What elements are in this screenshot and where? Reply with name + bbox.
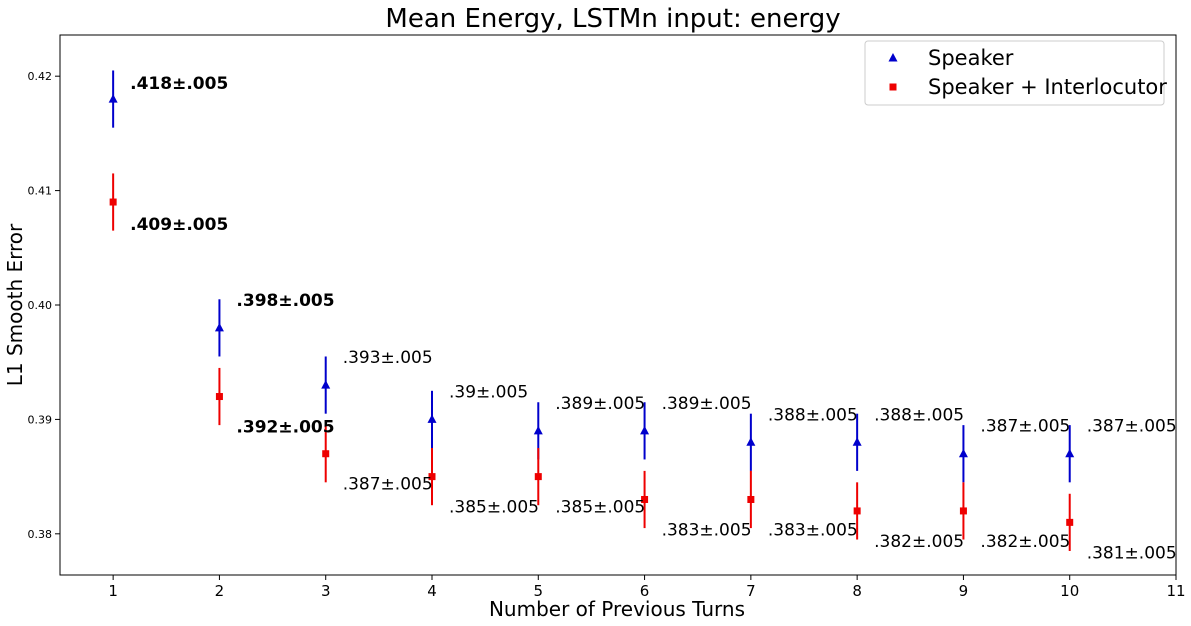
data-point: [640, 425, 650, 435]
x-tick-label: 2: [215, 582, 225, 600]
y-tick-label: 0.41: [28, 185, 53, 198]
y-axis-title: L1 Smooth Error: [3, 223, 27, 386]
data-point: [428, 473, 436, 481]
data-point: [959, 507, 967, 515]
data-label: .387±.005: [343, 475, 433, 495]
x-axis: 1 2 3 4 5 6 7 8 9 10 11: [108, 575, 1186, 600]
annotations: .418±.005 .398±.005 .393±.005 .39±.005 .389±…: [130, 74, 1177, 563]
data-point: [427, 414, 437, 423]
plot-area: [59, 34, 1177, 576]
data-point: [747, 495, 755, 503]
data-point: [322, 450, 330, 458]
legend-box: [864, 40, 1165, 106]
data-label: .382±.005: [980, 532, 1070, 552]
data-point: [746, 437, 756, 446]
legend-marker: [888, 53, 898, 62]
data-label: .398±.005: [236, 291, 334, 311]
x-axis-title: Number of Previous Turns: [489, 597, 745, 621]
data-point: [1065, 448, 1075, 458]
data-label: .418±.005: [130, 74, 228, 94]
data-point: [852, 437, 862, 446]
data-label: .387±.005: [980, 417, 1070, 437]
data-point: [534, 473, 542, 481]
y-tick-label: 0.39: [28, 413, 53, 426]
x-tick-label: 9: [959, 582, 969, 600]
data-label: .388±.005: [874, 405, 964, 425]
data-label: .389±.005: [555, 394, 645, 414]
legend-marker: [889, 83, 897, 91]
x-tick-label: 10: [1060, 582, 1079, 600]
data-label: .387±.005: [1087, 417, 1177, 437]
x-tick-label: 1: [108, 582, 118, 600]
data-label: .381±.005: [1087, 543, 1177, 563]
data-point: [958, 448, 968, 458]
data-label: .392±.005: [236, 418, 334, 438]
legend: Speaker Speaker + Interlocutor: [864, 40, 1167, 106]
x-tick-label: 5: [534, 582, 544, 600]
x-tick-label: 4: [427, 582, 437, 600]
data-label: .383±.005: [662, 520, 752, 540]
data-point: [108, 94, 118, 103]
data-point: [214, 322, 224, 332]
data-label: .385±.005: [555, 498, 645, 518]
data-label: .388±.005: [768, 405, 858, 425]
data-label: .393±.005: [343, 348, 433, 368]
data-point: [1066, 518, 1074, 526]
x-tick-label: 3: [321, 582, 331, 600]
data-label: .383±.005: [768, 520, 858, 540]
data-label: .409±.005: [130, 215, 228, 235]
data-label: .385±.005: [449, 498, 539, 518]
x-tick-label: 6: [640, 582, 650, 600]
x-tick-label: 8: [852, 582, 862, 600]
data-point: [533, 425, 543, 435]
data-label: .389±.005: [662, 394, 752, 414]
x-tick-label: 7: [746, 582, 756, 600]
y-tick-label: 0.38: [28, 528, 53, 541]
y-tick-label: 0.42: [28, 70, 53, 83]
legend-label: Speaker + Interlocutor: [928, 75, 1167, 99]
data-label: .39±.005: [449, 382, 528, 402]
data-point: [215, 393, 223, 401]
data-label: .382±.005: [874, 532, 964, 552]
chart-title: Mean Energy, LSTMn input: energy: [385, 4, 840, 34]
data-point: [321, 380, 331, 389]
data-point: [109, 198, 117, 206]
series-layer: [108, 70, 1075, 551]
x-tick-label: 11: [1166, 582, 1185, 600]
y-tick-label: 0.40: [28, 299, 53, 312]
data-point: [641, 495, 649, 503]
y-axis: 0.38 0.39 0.40 0.41 0.42: [28, 70, 60, 541]
data-point: [853, 507, 861, 515]
legend-label: Speaker: [928, 46, 1014, 70]
